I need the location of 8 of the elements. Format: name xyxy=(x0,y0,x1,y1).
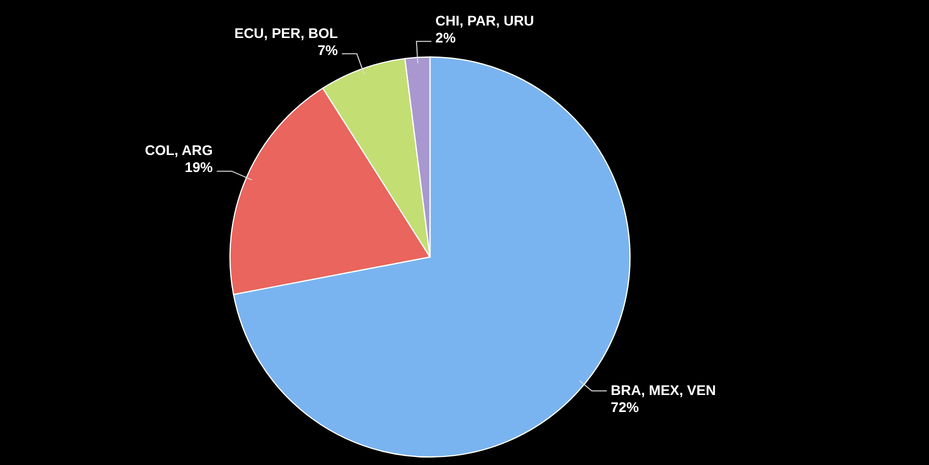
slice-label: CHI, PAR, URU xyxy=(435,12,534,28)
data-label: 2% xyxy=(435,29,456,46)
slice-label: BRA, MEX, VEN xyxy=(610,382,716,398)
slice-label: COL, ARG xyxy=(144,142,213,158)
data-label: 72% xyxy=(610,398,640,415)
slice-label: ECU, PER, BOL xyxy=(234,24,338,41)
data-label: 19% xyxy=(184,159,214,176)
data-label: 7% xyxy=(318,42,338,58)
